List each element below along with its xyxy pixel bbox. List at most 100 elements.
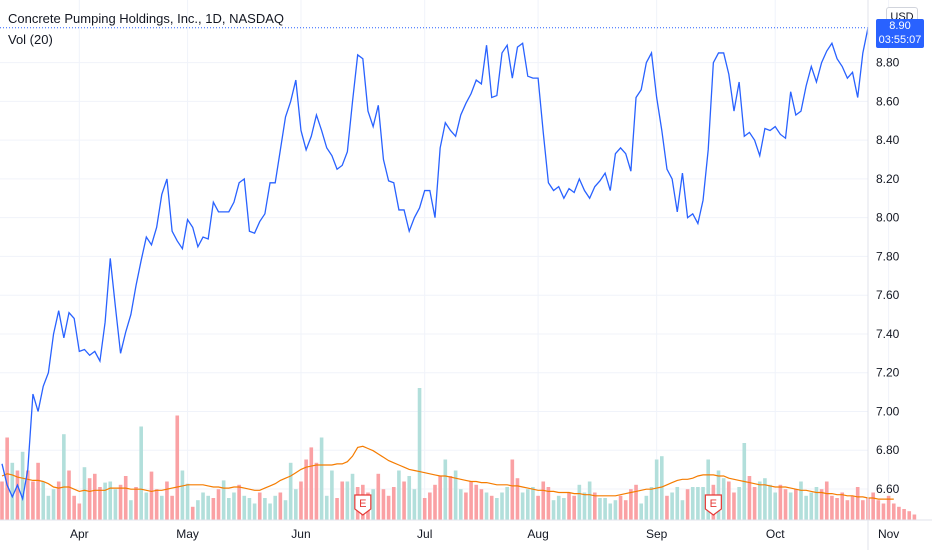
volume-bar — [170, 495, 174, 520]
volume-bar — [613, 500, 618, 520]
volume-bar — [794, 489, 798, 520]
time-axis[interactable]: Apr May Jun Jul Aug Sep Oct Nov — [0, 519, 932, 541]
volume-bar — [283, 500, 288, 520]
volume-bar — [20, 451, 25, 520]
volume-bar — [850, 495, 855, 520]
volume-bar — [72, 495, 76, 520]
volume-bar — [428, 492, 432, 520]
earnings-marker[interactable]: E — [704, 494, 722, 516]
volume-bar — [757, 481, 762, 520]
volume-bar — [706, 459, 711, 520]
volume-bar — [77, 503, 82, 520]
volume-bar — [247, 498, 252, 520]
volume-bar — [0, 481, 4, 520]
volume-bar — [139, 426, 143, 520]
volume-bar — [727, 481, 731, 520]
volume-bar — [747, 476, 752, 520]
volume-bar — [237, 484, 241, 520]
volume-bar — [484, 492, 489, 520]
volume-bar — [623, 500, 628, 520]
time-tick-label: Jun — [291, 527, 310, 541]
volume-bar — [763, 478, 767, 520]
symbol-title[interactable]: Concrete Pumping Holdings, Inc., 1D, NAS… — [8, 11, 285, 26]
price-tick-label: 6.80 — [876, 443, 900, 457]
volume-bar — [629, 489, 633, 520]
volume-bar — [67, 470, 71, 520]
volume-bar — [294, 489, 298, 520]
volume-bar — [149, 471, 154, 520]
volume-bar — [376, 473, 381, 520]
volume-bar — [206, 495, 210, 520]
volume-bar — [144, 492, 149, 520]
volume-bar — [556, 495, 561, 520]
volume-bar — [257, 492, 262, 520]
volume-bar — [288, 462, 293, 520]
volume-bar — [453, 470, 458, 520]
volume-bar — [567, 492, 571, 520]
volume-bar — [464, 492, 468, 520]
time-tick-label: Sep — [646, 527, 668, 541]
volume-bar — [861, 500, 865, 520]
volume-bar — [680, 500, 685, 520]
volume-bar — [232, 492, 236, 520]
volume-bar — [422, 498, 427, 520]
volume-bar — [525, 489, 530, 520]
volume-bar — [592, 492, 597, 520]
volume-bar — [154, 489, 159, 520]
volume-bar — [814, 487, 819, 520]
volume-bar — [474, 484, 479, 520]
chart-legend: Concrete Pumping Holdings, Inc., 1D, NAS… — [8, 8, 284, 50]
volume-bar — [876, 500, 881, 520]
volume-bar — [330, 470, 334, 520]
volume-bar — [242, 495, 247, 520]
chart-grid — [0, 0, 890, 520]
volume-bar — [654, 459, 659, 520]
price-tick-label: 8.40 — [876, 133, 900, 147]
volume-bar — [690, 487, 695, 520]
price-tick-label: 7.00 — [876, 404, 900, 418]
volume-bar — [891, 503, 896, 520]
volume-bar — [129, 500, 133, 520]
volume-ma-line — [1, 445, 894, 500]
volume-bar — [819, 489, 824, 520]
volume-bar — [541, 481, 546, 520]
volume-bar — [443, 459, 448, 520]
volume-indicator-label[interactable]: Vol (20) — [8, 32, 53, 47]
time-tick-label: Nov — [878, 527, 899, 541]
earnings-label: E — [359, 498, 366, 510]
volume-bar — [407, 476, 412, 520]
price-tick-label: 7.40 — [876, 327, 900, 341]
volume-bar — [500, 492, 504, 520]
volume-bar — [402, 481, 406, 520]
volume-bar — [386, 495, 391, 520]
time-tick-label: Apr — [70, 527, 89, 541]
volume-bar — [5, 437, 9, 520]
volume-bar — [783, 489, 788, 520]
volume-bar — [263, 498, 267, 520]
volume-bar — [835, 498, 839, 520]
earnings-marker[interactable]: E — [354, 494, 372, 516]
volume-bar — [701, 487, 705, 520]
volume-bar — [98, 487, 102, 520]
price-axis[interactable]: 6.60 6.80 7.00 7.20 7.40 7.60 7.80 8.00 8.20 8.40… — [867, 0, 900, 550]
volume-bar — [201, 492, 205, 520]
volume-bar — [185, 483, 190, 520]
volume-bar — [469, 481, 473, 520]
volume-bar — [51, 489, 56, 520]
volume-bar — [603, 498, 607, 520]
volume-bar — [299, 481, 303, 520]
volume-bar — [536, 495, 540, 520]
volume-bar — [649, 487, 654, 520]
volume-bar — [108, 481, 113, 520]
volume-bar — [824, 481, 829, 520]
volume-bar — [417, 388, 422, 520]
volume-bars — [0, 388, 917, 520]
volume-bar — [15, 470, 20, 520]
volume-bar — [391, 487, 396, 520]
volume-bar — [304, 459, 308, 520]
volume-bar — [273, 495, 278, 520]
volume-bar — [675, 487, 680, 520]
volume-bar — [92, 473, 97, 520]
